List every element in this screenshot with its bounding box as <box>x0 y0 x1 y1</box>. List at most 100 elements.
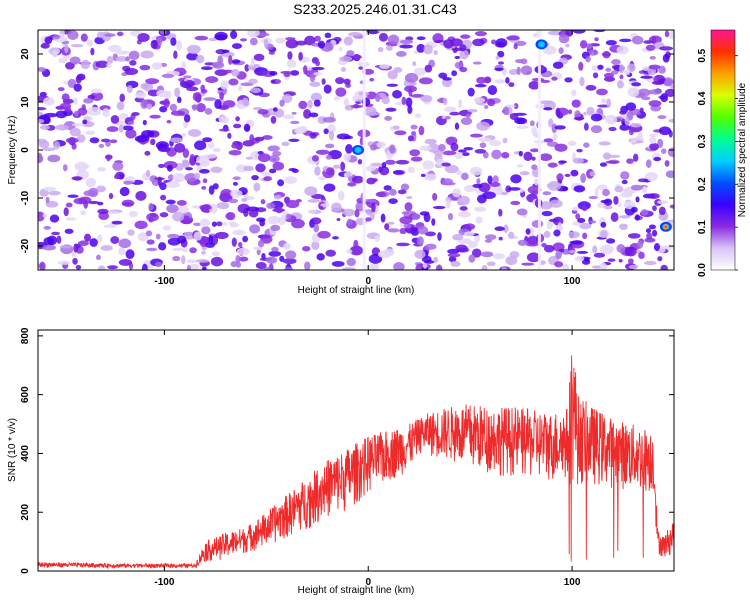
spectrogram-cell <box>649 56 656 60</box>
spectrogram-cell <box>468 254 476 263</box>
spectrogram-cell <box>432 205 446 210</box>
spectrogram-cell <box>128 210 138 218</box>
spectrogram-cell <box>664 30 670 38</box>
spectrogram-cell <box>312 72 323 76</box>
spectrogram-cell <box>65 202 73 208</box>
spectrogram-cell <box>214 31 228 41</box>
spectrogram-cell <box>516 66 521 76</box>
spectrogram-cell <box>435 264 443 270</box>
spectrogram-cell <box>65 137 79 144</box>
spectrogram-cell <box>148 202 154 211</box>
spectrogram-cell <box>247 30 260 38</box>
spectrogram-cell <box>407 166 415 174</box>
spectrogram-cell <box>237 241 243 248</box>
spectrogram-cell <box>208 37 218 42</box>
snr-frame <box>37 329 675 572</box>
spectrogram-cell <box>388 144 396 154</box>
spectrogram-cell <box>108 210 119 215</box>
spectrogram-cell <box>347 182 357 187</box>
spectrogram-cell <box>166 119 172 124</box>
spectrogram-cell <box>579 40 588 49</box>
spectrogram-cell <box>290 70 300 76</box>
spectrogram-cell <box>118 238 132 249</box>
spectrogram-cell <box>159 146 171 153</box>
spectrogram-cell <box>647 193 660 199</box>
spectrogram-cell <box>254 136 265 142</box>
spectrogram-cell <box>399 227 407 235</box>
spectrogram-cell <box>43 97 55 106</box>
spectrogram-cell <box>507 187 521 191</box>
spectrogram-cell <box>118 124 124 133</box>
spectrogram-cell <box>281 141 290 147</box>
spectrogram-cell <box>531 219 544 228</box>
spectrogram-cell <box>73 243 79 253</box>
spectrogram-cell <box>514 117 526 125</box>
spectrogram-cell <box>186 44 201 54</box>
spectrogram-cell <box>150 138 156 146</box>
spectrogram-cell <box>311 240 320 251</box>
spectrogram-cell <box>354 208 360 218</box>
spectrogram-cell <box>218 128 230 132</box>
spectrogram-cell <box>69 127 81 137</box>
spectrogram-cell <box>454 152 463 160</box>
spectrogram-cell <box>603 205 613 210</box>
spectrogram-cell <box>386 83 399 87</box>
spectrogram-cell <box>232 181 238 186</box>
spectrogram-cell <box>501 267 507 270</box>
snr-x-label: Height of straight line (km) <box>298 585 415 596</box>
spectrogram-cell <box>333 96 341 101</box>
spectrogram-cell <box>653 243 661 252</box>
spectrogram-cell <box>81 104 86 111</box>
colorbar: 0.0 0.1 0.2 0.3 0.4 0.5 Normalized spectral a… <box>697 29 748 277</box>
spectrogram-cell <box>340 161 346 172</box>
spectrogram-cell <box>605 160 620 164</box>
spectrogram-cell <box>194 140 207 151</box>
spectrogram-cell <box>543 138 554 143</box>
spectrogram-cell <box>317 40 325 49</box>
spectrogram-cell <box>628 233 641 239</box>
spectrogram-cell <box>366 208 371 216</box>
spectrogram-cell <box>558 160 567 164</box>
spectrogram-cell <box>500 191 509 196</box>
spectrogram-cell <box>169 137 183 143</box>
spectrogram-cell <box>463 146 474 151</box>
spectrogram-cell <box>552 133 558 141</box>
spectrogram-cell <box>338 47 343 52</box>
spectrogram-cell <box>308 209 317 214</box>
spectrogram-cell <box>392 125 400 130</box>
spectrogram-cell <box>660 264 668 270</box>
spectrogram-cell <box>565 43 570 48</box>
spectrogram-cell <box>610 70 619 75</box>
spectrogram-cell <box>549 199 563 208</box>
spectrogram-cell <box>185 167 193 171</box>
spectrogram-stripe <box>362 30 366 270</box>
spectrogram-cell <box>295 40 308 46</box>
spectrogram-cell <box>231 143 240 149</box>
spectrogram-cell <box>140 83 149 90</box>
spectrogram-cell <box>176 40 183 51</box>
spectrogram-cell <box>554 125 566 130</box>
spectrogram-cell <box>71 176 83 181</box>
snr-panel: -100 0 100 0 200 400 600 800 Height of straigh… <box>7 327 675 596</box>
spectrogram-cell <box>159 30 167 35</box>
snr-series <box>38 355 674 570</box>
spectrogram-cell <box>502 106 510 116</box>
snr-x-ticks: -100 0 100 <box>154 330 581 588</box>
spectrogram-cell <box>583 122 589 131</box>
y-tick-label: 0 <box>20 147 31 153</box>
spectrogram-cell <box>241 97 249 106</box>
spectrogram-cell <box>48 47 61 56</box>
spectrogram-cell <box>67 30 79 41</box>
spectrogram-cell <box>196 155 210 165</box>
spectrogram-cell <box>343 135 354 140</box>
spectrogram-cell <box>272 107 278 112</box>
spectrogram-cell <box>616 80 624 89</box>
spectrogram-cell <box>588 195 598 200</box>
spectrogram-cell <box>555 107 561 117</box>
x-tick-label: 100 <box>564 276 581 287</box>
spectrogram-cell <box>644 171 658 182</box>
spectrogram-cell <box>593 30 606 33</box>
spectrogram-cell <box>645 159 652 168</box>
spectrogram-cell <box>346 257 356 267</box>
